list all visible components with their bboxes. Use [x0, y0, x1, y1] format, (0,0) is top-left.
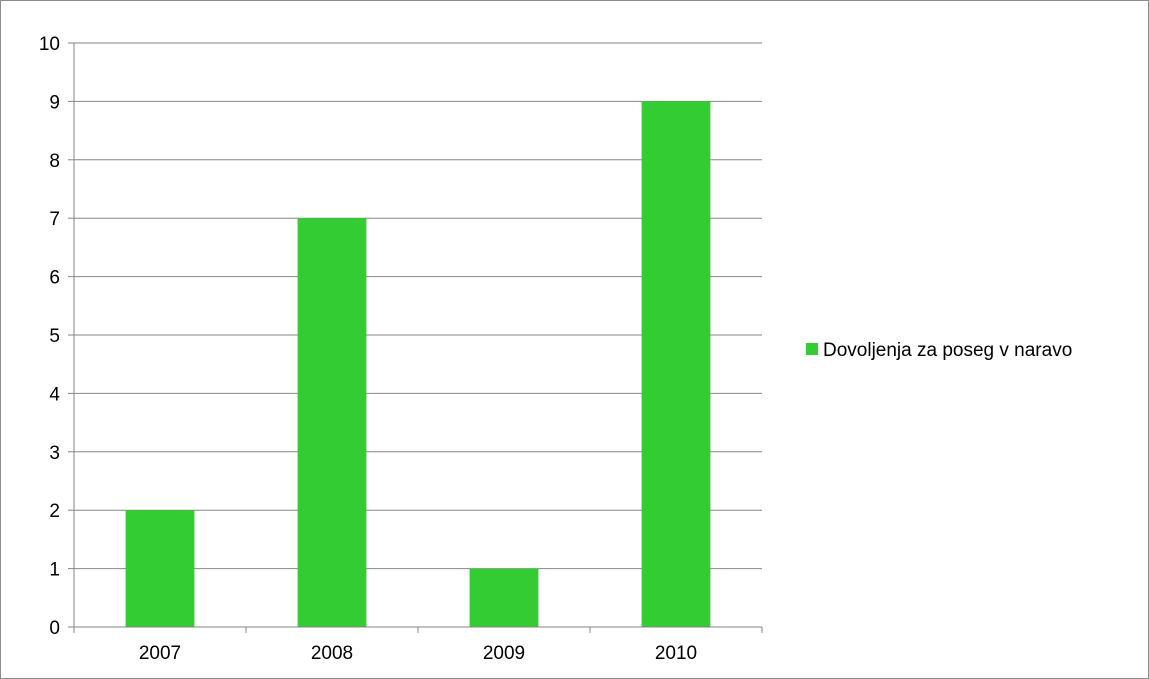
bars — [125, 101, 711, 627]
x-tick-label: 2010 — [655, 643, 697, 664]
bar-2010 — [641, 101, 711, 627]
y-tick-label: 7 — [49, 209, 60, 230]
x-axis-tick-labels: 2007 2008 2009 2010 — [139, 643, 697, 664]
y-tick-label: 3 — [49, 443, 60, 464]
bar-2008 — [297, 218, 367, 627]
legend: Dovoljenja za poseg v naravo — [806, 340, 1072, 361]
y-tick-label: 4 — [49, 384, 60, 405]
x-tick-label: 2008 — [311, 643, 353, 664]
x-tick-label: 2009 — [483, 643, 525, 664]
y-tick-label: 0 — [49, 618, 60, 639]
y-tick-label: 1 — [49, 560, 60, 581]
y-tick-label: 6 — [49, 268, 60, 289]
y-tick-label: 9 — [49, 92, 60, 113]
y-tick-label: 8 — [49, 151, 60, 172]
y-axis-tick-labels: 0 1 2 3 4 5 6 7 8 9 10 — [39, 34, 61, 639]
bar-2009 — [469, 568, 539, 627]
y-tick-label: 10 — [39, 34, 60, 55]
x-tick-label: 2007 — [139, 643, 181, 664]
y-tick-label: 2 — [49, 501, 60, 522]
legend-swatch — [806, 343, 818, 355]
axes — [68, 42, 763, 633]
legend-label: Dovoljenja za poseg v naravo — [823, 340, 1072, 361]
y-tick-label: 5 — [49, 326, 60, 347]
bar-2007 — [125, 510, 195, 627]
